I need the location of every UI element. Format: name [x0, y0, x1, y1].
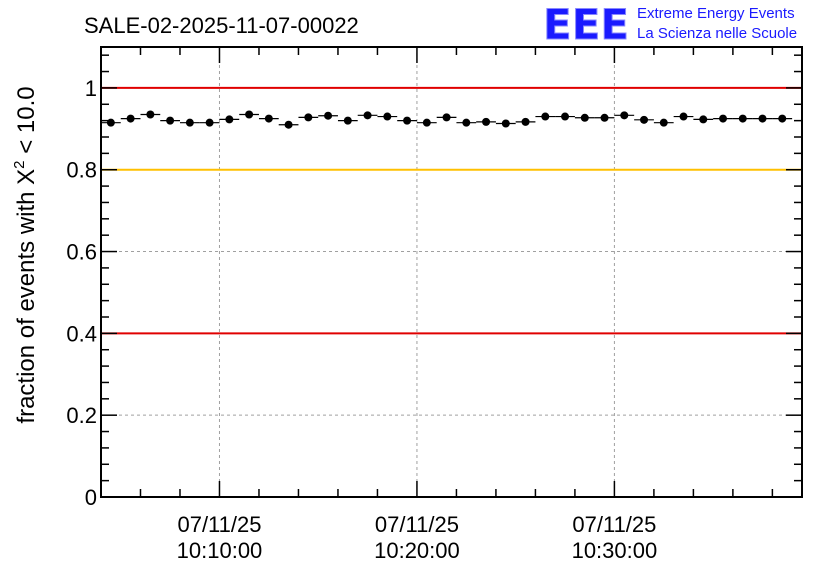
y-axis-label: fraction of events with X2 < 10.0	[11, 86, 40, 423]
y-tick-label: 0.2	[66, 403, 97, 428]
eee-logo: EEE Extreme Energy Events La Scienza nel…	[543, 0, 798, 50]
x-tick-label-time: 10:10:00	[177, 538, 263, 563]
chart-title: SALE-02-2025-11-07-00022	[84, 13, 359, 38]
data-point	[106, 118, 115, 127]
y-tick-label: 0	[85, 485, 97, 510]
data-point	[719, 114, 728, 123]
data-point	[620, 111, 629, 120]
x-tick-label-date: 07/11/25	[572, 512, 656, 537]
data-point	[284, 120, 293, 129]
y-tick-label: 0.4	[66, 321, 97, 346]
data-point	[442, 113, 451, 122]
y-axis-label-main: fraction of events with X	[13, 169, 40, 424]
plot-area: 00.20.40.60.8107/11/2510:10:0007/11/2510…	[66, 46, 803, 563]
eee-logo-line2: La Scienza nelle Scuole	[637, 25, 797, 42]
data-point	[205, 118, 214, 127]
data-point	[541, 112, 550, 121]
data-point	[758, 114, 767, 123]
data-point	[126, 114, 135, 123]
eee-logo-line1: Extreme Energy Events	[637, 5, 795, 22]
data-point	[699, 115, 708, 124]
data-point	[225, 115, 234, 124]
y-axis-label-sup: 2	[11, 160, 28, 168]
data-point	[304, 113, 313, 122]
data-point	[580, 113, 589, 122]
y-tick-label: 0.6	[66, 240, 97, 265]
data-point	[679, 112, 688, 121]
x-tick-label-date: 07/11/25	[177, 512, 261, 537]
data-point	[521, 117, 530, 126]
data-point	[640, 115, 649, 124]
data-point	[659, 118, 668, 127]
x-tick-label-time: 10:20:00	[374, 538, 460, 563]
data-point	[264, 114, 273, 123]
data-point	[600, 113, 609, 122]
y-tick-label: 0.8	[66, 158, 97, 183]
x-tick-label-time: 10:30:00	[572, 538, 658, 563]
data-point	[363, 111, 372, 120]
data-point	[185, 118, 194, 127]
data-point	[166, 116, 175, 125]
y-tick-label: 1	[85, 76, 97, 101]
data-point	[462, 118, 471, 127]
x-tick-label-date: 07/11/25	[375, 512, 459, 537]
data-point	[403, 116, 412, 125]
data-point	[738, 114, 747, 123]
eee-logo-mark: EEE	[543, 0, 629, 49]
data-point	[422, 118, 431, 127]
data-point	[778, 114, 787, 123]
data-point	[245, 110, 254, 119]
data-point	[324, 111, 333, 120]
y-axis-label-tail: < 10.0	[13, 86, 40, 160]
data-point	[561, 112, 570, 121]
data-point	[343, 116, 352, 125]
plot-frame	[100, 46, 803, 498]
data-point	[501, 119, 510, 128]
data-point	[482, 117, 491, 126]
data-point	[146, 110, 155, 119]
data-point	[383, 112, 392, 121]
